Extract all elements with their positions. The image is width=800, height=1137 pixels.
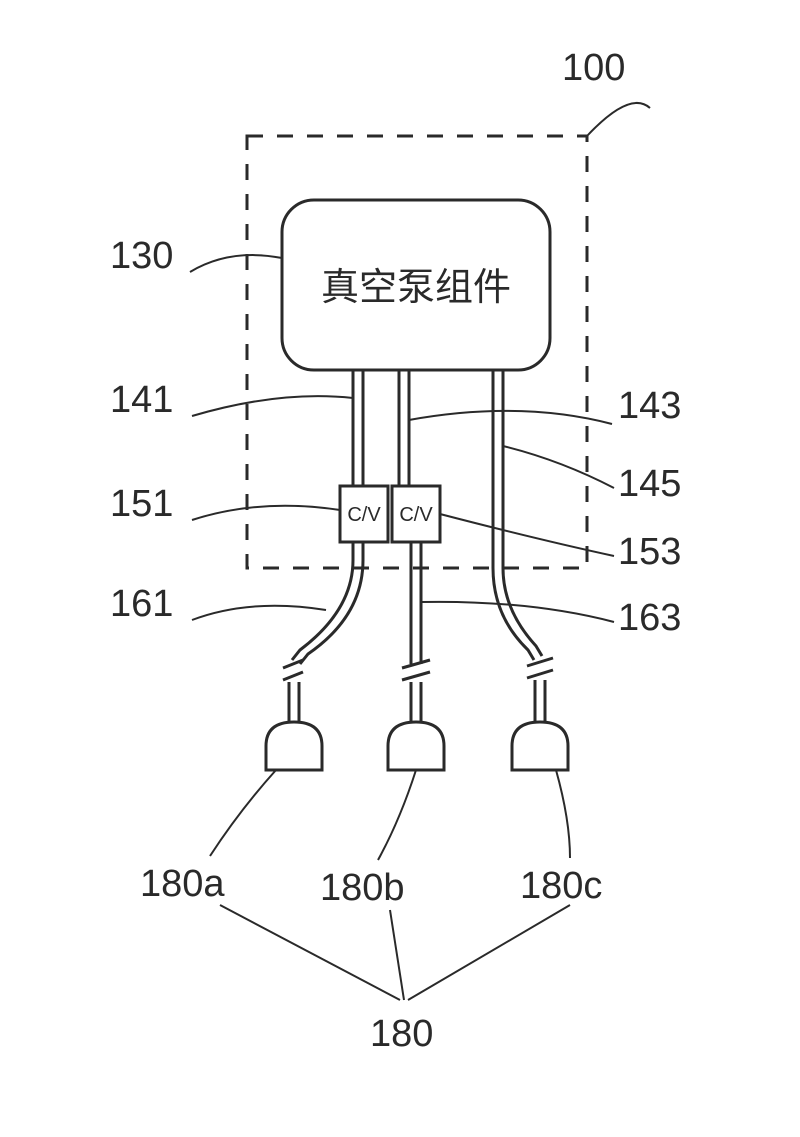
leader-100 [587,103,650,136]
label-130: 130 [110,235,173,277]
cv-151: C/V [340,486,388,542]
label-161: 161 [110,583,173,625]
label-143: 143 [618,385,681,427]
leader-141 [192,396,353,416]
leader-130 [190,255,282,272]
leader-180a [210,770,276,856]
label-180a: 180a [140,863,225,905]
cv-151-label: C/V [347,504,381,526]
label-153: 153 [618,531,681,573]
leader-180c [556,770,570,858]
cv-153-label: C/V [399,504,433,526]
leader-145 [503,446,614,488]
cup-180b [388,706,444,770]
leader-143 [409,411,612,424]
label-100: 100 [562,47,625,89]
label-180c: 180c [520,865,602,907]
cv-153: C/V [392,486,440,542]
group-180-lines [220,905,570,1000]
hose-163 [493,568,553,706]
leader-161 [192,606,326,620]
pipe-141 [353,370,363,486]
label-141: 141 [110,379,173,421]
pipe-145 [493,370,503,568]
diagram-root: 真空泵组件 C/V C/V [0,0,800,1137]
pump-box-label: 真空泵组件 [321,267,511,309]
leader-180b [378,770,416,860]
label-151: 151 [110,483,173,525]
cup-180c [512,706,568,770]
pipe-143 [399,370,409,486]
label-180b: 180b [320,867,405,909]
label-145: 145 [618,463,681,505]
label-163: 163 [618,597,681,639]
cup-180a [266,706,322,770]
label-180: 180 [370,1013,433,1055]
leader-151 [192,506,340,520]
